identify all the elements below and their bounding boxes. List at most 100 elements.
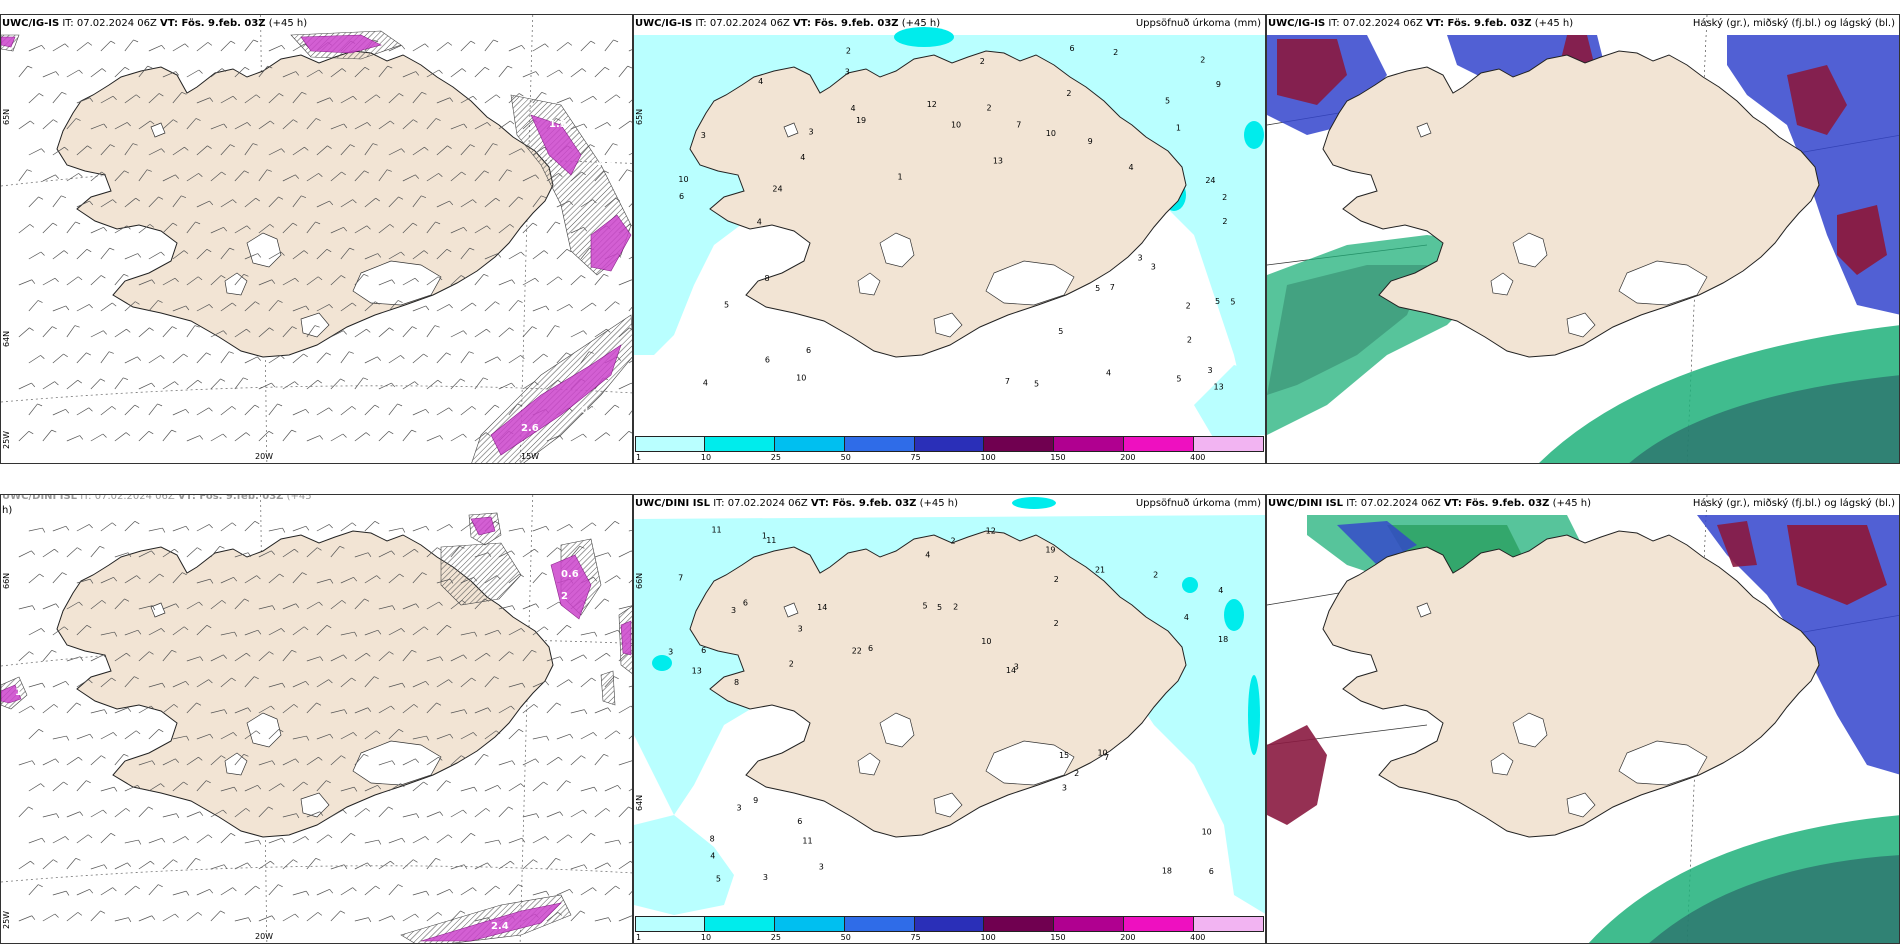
wind-barb	[210, 910, 226, 922]
precip-value: 18	[1162, 867, 1172, 876]
wind-barb	[484, 404, 500, 416]
wind-barb	[484, 784, 502, 792]
wind-barb	[532, 195, 547, 208]
precip-value: 10	[951, 120, 961, 129]
wind-barb	[52, 146, 69, 156]
wind-barb	[124, 520, 140, 532]
lon-label: 20W	[255, 452, 274, 461]
precip-value: 5	[922, 602, 927, 611]
wind-barb	[436, 679, 453, 688]
colorbar-swatch	[984, 916, 1055, 932]
wind-barb	[316, 780, 331, 792]
wind-barb	[412, 781, 428, 792]
precip-value: 9	[753, 796, 758, 805]
wind-barb	[186, 756, 203, 766]
wind-barb	[18, 605, 36, 611]
wind-barb	[306, 435, 324, 442]
wind-barb	[484, 730, 501, 740]
wind-barb	[474, 122, 491, 130]
wind-barb	[484, 676, 499, 688]
wind-barb	[90, 600, 107, 610]
wind-barb	[76, 888, 94, 896]
wind-barb	[546, 221, 561, 234]
wind-barb	[172, 195, 187, 208]
wind-barb	[42, 381, 59, 390]
wind-barb	[114, 432, 131, 442]
colorbar-swatch	[774, 916, 845, 932]
wind-barb	[426, 276, 443, 286]
gust-hatch-area	[440, 542, 522, 606]
wind-barb	[90, 68, 107, 78]
wind-barb	[340, 732, 357, 740]
precip-value: 4	[710, 851, 715, 860]
wind-barb	[306, 912, 323, 922]
wind-barb	[18, 806, 34, 818]
wind-barb	[628, 788, 632, 792]
glacier-outline	[1490, 272, 1514, 296]
wind-barb	[498, 279, 516, 286]
wind-barb	[268, 300, 283, 312]
glacier-outline	[1618, 260, 1708, 306]
wind-barb	[234, 432, 251, 442]
wind-barb	[628, 579, 632, 584]
precip-value: 18	[1218, 635, 1228, 644]
wind-barb	[76, 145, 92, 156]
wind-barb	[388, 573, 404, 584]
wind-barb	[172, 572, 187, 584]
wind-barb	[196, 888, 214, 896]
wind-barb	[42, 548, 59, 558]
wind-barb	[388, 300, 403, 312]
wind-barb	[402, 758, 420, 766]
wind-barb	[90, 275, 106, 286]
precip-value: 3	[1208, 366, 1213, 375]
wind-barb	[306, 325, 320, 338]
precip-value: 2	[1222, 193, 1227, 202]
wind-barb	[378, 605, 396, 611]
wind-barb	[162, 277, 179, 286]
wind-barb	[618, 705, 632, 714]
wind-barb	[42, 859, 58, 870]
wind-barb	[330, 910, 346, 922]
precip-value: 6	[806, 346, 811, 355]
wind-barb	[354, 170, 369, 182]
precip-mid-area	[1012, 497, 1056, 509]
wind-barb	[100, 522, 117, 532]
precip-value: 7	[678, 574, 683, 583]
graticule-line	[1, 385, 632, 403]
wind-barb	[210, 433, 227, 442]
precip-value: 6	[679, 192, 684, 201]
lon-label-25w: 25W	[2, 430, 11, 449]
wind-barb	[124, 404, 140, 416]
wind-barb	[402, 119, 418, 130]
colorbar-swatch	[635, 436, 705, 452]
wind-barb	[268, 44, 286, 52]
glacier-outline	[300, 792, 330, 818]
wind-barb	[484, 197, 501, 208]
wind-barb	[186, 547, 202, 558]
wind-barb	[628, 735, 632, 740]
wind-barb	[162, 859, 178, 870]
wind-barb	[580, 40, 596, 52]
wind-barb	[18, 550, 36, 558]
wind-barb	[196, 42, 213, 52]
wind-barb	[546, 656, 564, 662]
high-cloud-core	[1649, 855, 1899, 943]
wind-barb	[556, 97, 574, 104]
precip-mid-area	[652, 655, 672, 671]
wind-barb	[114, 808, 131, 818]
wind-barb	[460, 144, 475, 156]
gust-value-label: 0.6	[561, 569, 579, 580]
glacier-outline	[352, 260, 442, 306]
wind-barb	[268, 355, 285, 364]
wind-barb	[340, 576, 358, 584]
wind-barb	[292, 781, 308, 792]
wind-barb	[76, 42, 93, 52]
wind-barb	[18, 705, 35, 714]
precip-value: 3	[1137, 254, 1142, 263]
glacier-outline	[985, 740, 1075, 786]
wind-barb	[508, 682, 526, 688]
precip-light-area	[634, 815, 734, 915]
wind-barb	[402, 548, 419, 558]
wind-barb	[52, 91, 67, 104]
wind-barb	[138, 760, 156, 766]
